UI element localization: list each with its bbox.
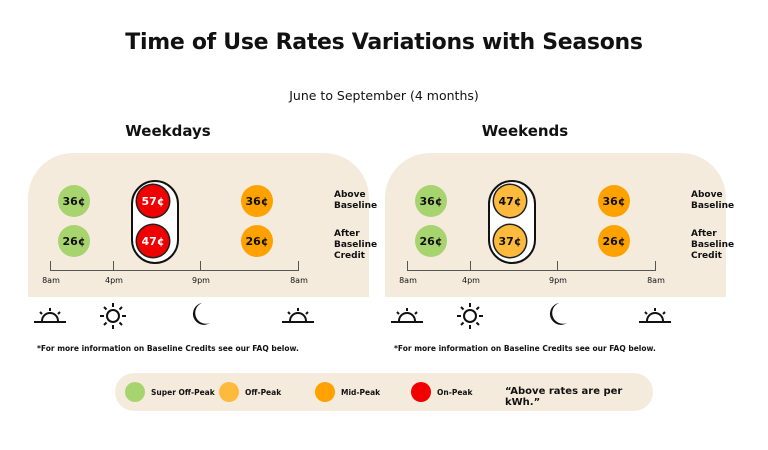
time-label: 9pm xyxy=(192,276,210,285)
sun-icon xyxy=(455,301,485,335)
sunrise-icon xyxy=(32,306,68,330)
sun-icon xyxy=(98,301,128,335)
time-tick xyxy=(298,261,299,271)
rate-circle-mid-peak-after: 26¢ xyxy=(598,225,630,257)
time-tick xyxy=(655,261,656,271)
time-label: 8am xyxy=(290,276,308,285)
time-label: 8am xyxy=(42,276,60,285)
panel-title: Weekdays xyxy=(125,122,211,140)
time-tick xyxy=(407,261,408,271)
rate-circle-mid-peak-above: 36¢ xyxy=(241,185,273,217)
rate-panel xyxy=(28,153,369,297)
page-title: Time of Use Rates Variations with Season… xyxy=(125,30,643,55)
rate-circle-super-off-peak-after: 26¢ xyxy=(415,225,447,257)
rates-unit-note: “Above rates are per kWh.” xyxy=(505,386,623,408)
rate-circle-mid-peak-above: 36¢ xyxy=(598,185,630,217)
time-axis xyxy=(50,270,298,271)
rate-circle-mid-peak-after: 26¢ xyxy=(241,225,273,257)
season-subtitle: June to September (4 months) xyxy=(289,88,479,103)
time-tick xyxy=(50,261,51,271)
row-label-above: Above Baseline xyxy=(334,190,378,211)
rate-circle-off-peak-above: 47¢ xyxy=(494,185,526,217)
rate-circle-super-off-peak-after: 26¢ xyxy=(58,225,90,257)
rate-circle-on-peak-above: 57¢ xyxy=(137,185,169,217)
time-label: 4pm xyxy=(105,276,123,285)
time-label: 8am xyxy=(399,276,417,285)
legend-label: Off-Peak xyxy=(245,388,282,397)
rate-circle-on-peak-after: 47¢ xyxy=(137,225,169,257)
time-label: 4pm xyxy=(462,276,480,285)
sunrise-icon xyxy=(280,306,316,330)
baseline-credit-footnote: *For more information on Baseline Credit… xyxy=(37,344,299,353)
time-axis xyxy=(407,270,655,271)
row-label-after: After Baseline Credit xyxy=(691,229,735,261)
row-label-after: After Baseline Credit xyxy=(334,229,378,261)
moon-icon xyxy=(188,301,212,331)
time-label: 8am xyxy=(647,276,665,285)
rate-circle-off-peak-after: 37¢ xyxy=(494,225,526,257)
time-tick xyxy=(113,261,114,271)
legend: Super Off-Peak Off-Peak Mid-Peak On-Peak “Ab… xyxy=(115,373,653,411)
baseline-credit-footnote: *For more information on Baseline Credit… xyxy=(394,344,656,353)
time-tick xyxy=(557,261,558,271)
sunrise-icon xyxy=(389,306,425,330)
legend-swatch-mid-peak xyxy=(315,382,335,402)
panel-title: Weekends xyxy=(481,122,569,140)
legend-swatch-off-peak xyxy=(219,382,239,402)
legend-label: Mid-Peak xyxy=(341,388,381,397)
rate-circle-super-off-peak-above: 36¢ xyxy=(415,185,447,217)
legend-swatch-on-peak xyxy=(411,382,431,402)
rate-panel xyxy=(385,153,726,297)
time-label: 9pm xyxy=(549,276,567,285)
legend-label: On-Peak xyxy=(437,388,473,397)
legend-swatch-super-off-peak xyxy=(125,382,145,402)
time-tick xyxy=(200,261,201,271)
moon-icon xyxy=(545,301,569,331)
sunrise-icon xyxy=(637,306,673,330)
rate-circle-super-off-peak-above: 36¢ xyxy=(58,185,90,217)
time-tick xyxy=(470,261,471,271)
legend-label: Super Off-Peak xyxy=(151,388,215,397)
row-label-above: Above Baseline xyxy=(691,190,735,211)
